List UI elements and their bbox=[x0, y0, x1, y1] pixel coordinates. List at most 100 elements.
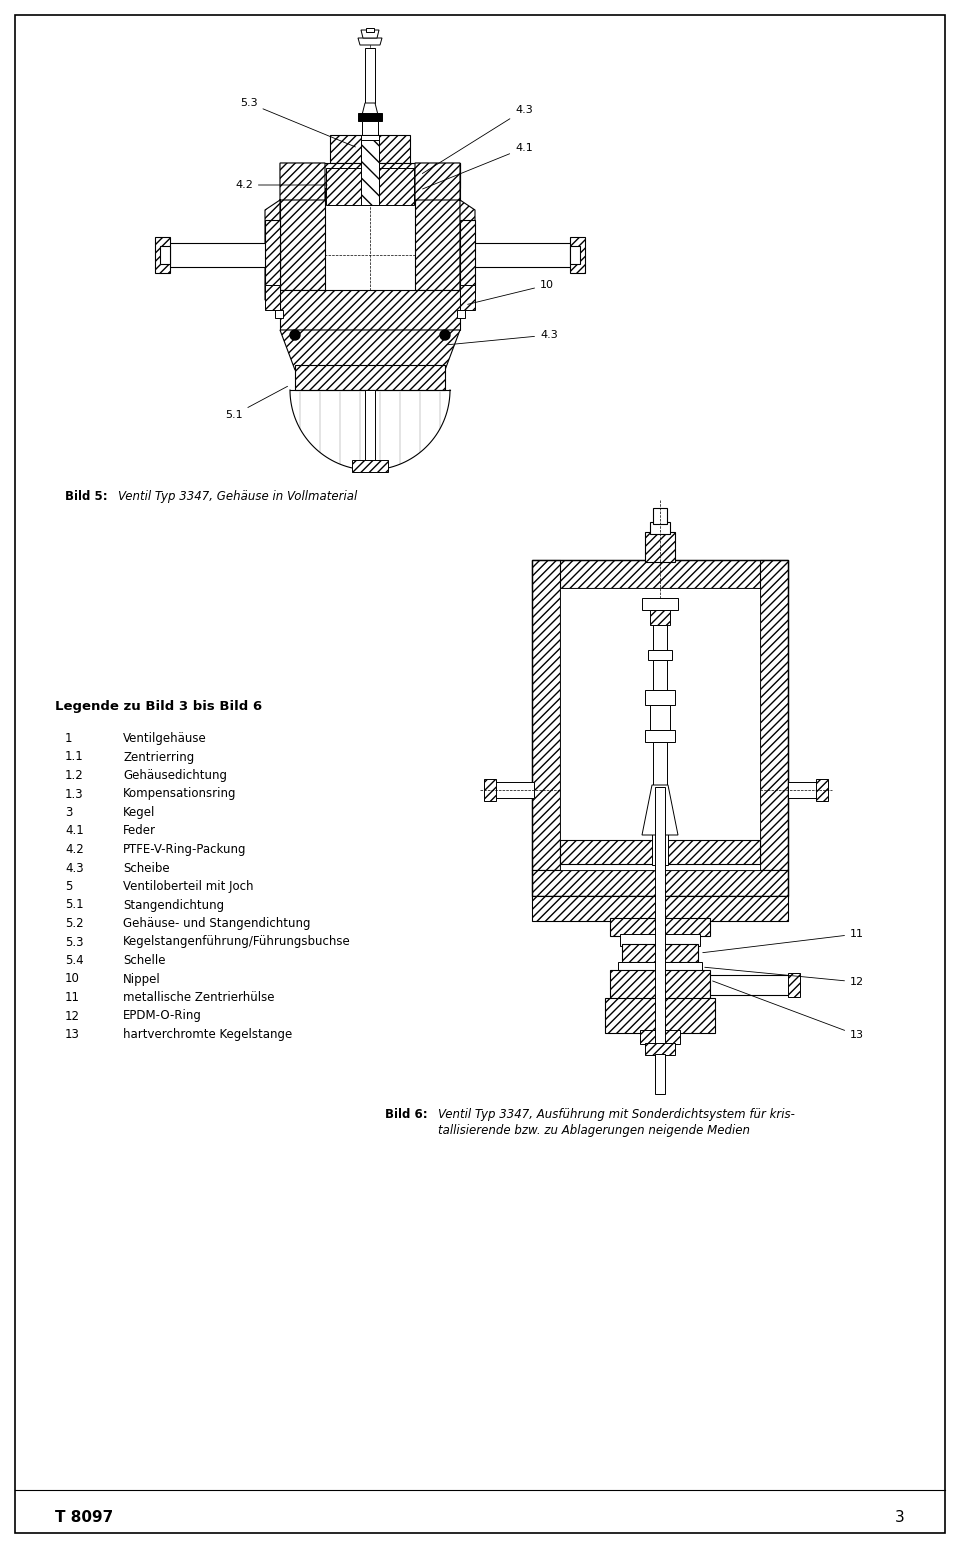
Polygon shape bbox=[362, 104, 378, 115]
Bar bbox=[494, 782, 534, 799]
Text: 3: 3 bbox=[65, 807, 72, 819]
Polygon shape bbox=[415, 163, 475, 300]
Bar bbox=[160, 243, 280, 266]
Text: 3: 3 bbox=[896, 1509, 905, 1525]
Text: 1.3: 1.3 bbox=[65, 788, 84, 800]
Bar bbox=[788, 974, 800, 997]
Text: 4.3: 4.3 bbox=[447, 330, 558, 345]
Text: T 8097: T 8097 bbox=[55, 1509, 113, 1525]
Text: tallisierende bzw. zu Ablagerungen neigende Medien: tallisierende bzw. zu Ablagerungen neige… bbox=[438, 1124, 750, 1136]
Text: Schelle: Schelle bbox=[123, 954, 165, 968]
Bar bbox=[365, 390, 375, 464]
Polygon shape bbox=[379, 169, 414, 204]
Bar bbox=[605, 998, 715, 1033]
Polygon shape bbox=[326, 169, 361, 204]
Bar bbox=[532, 870, 788, 898]
Bar bbox=[816, 779, 828, 800]
Text: EPDM-O-Ring: EPDM-O-Ring bbox=[123, 1009, 202, 1023]
Text: 10: 10 bbox=[65, 972, 80, 986]
Text: Gehäusedichtung: Gehäusedichtung bbox=[123, 769, 227, 782]
Bar bbox=[366, 28, 374, 33]
Text: 4.1: 4.1 bbox=[422, 142, 533, 189]
Text: Stangendichtung: Stangendichtung bbox=[123, 898, 224, 912]
Text: Zentrierring: Zentrierring bbox=[123, 751, 194, 763]
Text: 10: 10 bbox=[468, 280, 554, 305]
Bar bbox=[295, 365, 445, 390]
Bar bbox=[570, 246, 580, 265]
Bar bbox=[160, 246, 170, 265]
Bar bbox=[610, 918, 710, 937]
Bar bbox=[645, 731, 675, 741]
Bar bbox=[457, 310, 465, 317]
Circle shape bbox=[440, 330, 450, 341]
Text: Legende zu Bild 3 bis Bild 6: Legende zu Bild 3 bis Bild 6 bbox=[55, 700, 262, 714]
Bar bbox=[265, 285, 280, 310]
Polygon shape bbox=[358, 39, 382, 45]
Bar bbox=[361, 135, 379, 163]
Bar bbox=[650, 610, 670, 625]
Bar bbox=[648, 650, 672, 659]
Text: Scheibe: Scheibe bbox=[123, 862, 170, 875]
Text: hartverchromte Kegelstange: hartverchromte Kegelstange bbox=[123, 1028, 292, 1040]
Bar bbox=[155, 237, 170, 272]
Circle shape bbox=[290, 330, 300, 341]
Bar bbox=[650, 704, 670, 731]
Polygon shape bbox=[265, 163, 325, 300]
Bar bbox=[460, 243, 580, 266]
Bar bbox=[655, 786, 665, 1088]
Bar bbox=[560, 841, 760, 864]
Bar bbox=[655, 1054, 665, 1094]
Bar bbox=[484, 779, 496, 800]
Bar bbox=[532, 560, 788, 896]
Bar bbox=[330, 135, 410, 163]
Bar bbox=[460, 220, 475, 289]
Bar bbox=[653, 508, 667, 525]
Text: 4.2: 4.2 bbox=[65, 844, 84, 856]
Text: 5.1: 5.1 bbox=[225, 387, 288, 420]
Text: 4.1: 4.1 bbox=[65, 825, 84, 837]
Text: 11: 11 bbox=[65, 991, 80, 1005]
Bar bbox=[280, 163, 460, 187]
Text: 5.3: 5.3 bbox=[240, 98, 355, 147]
Text: 5.3: 5.3 bbox=[65, 935, 84, 949]
Text: PTFE-V-Ring-Packung: PTFE-V-Ring-Packung bbox=[123, 844, 247, 856]
Bar bbox=[362, 121, 378, 139]
Text: 5: 5 bbox=[65, 879, 72, 893]
Bar bbox=[653, 659, 667, 690]
Polygon shape bbox=[280, 330, 460, 370]
Bar bbox=[618, 961, 702, 972]
Bar bbox=[358, 113, 382, 121]
Bar bbox=[620, 933, 700, 946]
Bar bbox=[610, 971, 710, 1000]
Text: Gehäuse- und Stangendichtung: Gehäuse- und Stangendichtung bbox=[123, 916, 310, 930]
Text: Bild 5:: Bild 5: bbox=[65, 491, 108, 503]
Text: 11: 11 bbox=[703, 929, 864, 952]
Polygon shape bbox=[280, 163, 325, 289]
Bar bbox=[645, 533, 675, 562]
Text: 12: 12 bbox=[65, 1009, 80, 1023]
Bar bbox=[645, 1043, 675, 1056]
Bar bbox=[642, 598, 678, 610]
Bar bbox=[460, 285, 475, 310]
Text: Ventiloberteil mit Joch: Ventiloberteil mit Joch bbox=[123, 879, 253, 893]
Bar bbox=[352, 460, 388, 472]
Bar bbox=[361, 139, 379, 204]
Bar bbox=[532, 896, 788, 921]
Text: 5.4: 5.4 bbox=[65, 954, 84, 968]
Text: 4.3: 4.3 bbox=[65, 862, 84, 875]
Bar bbox=[560, 588, 760, 870]
Bar bbox=[710, 975, 790, 995]
Text: 5.1: 5.1 bbox=[65, 898, 84, 912]
Text: Kompensationsring: Kompensationsring bbox=[123, 788, 236, 800]
Text: Bild 6:: Bild 6: bbox=[385, 1108, 427, 1121]
Bar bbox=[570, 237, 585, 272]
Text: Kegelstangenführung/Führungsbuchse: Kegelstangenführung/Führungsbuchse bbox=[123, 935, 350, 949]
Text: 1.2: 1.2 bbox=[65, 769, 84, 782]
Text: 4.2: 4.2 bbox=[235, 180, 327, 190]
Bar bbox=[788, 782, 818, 799]
Bar bbox=[640, 1029, 680, 1043]
Bar bbox=[532, 560, 560, 870]
Bar bbox=[275, 310, 283, 317]
Text: Nippel: Nippel bbox=[123, 972, 160, 986]
Bar bbox=[645, 690, 675, 704]
